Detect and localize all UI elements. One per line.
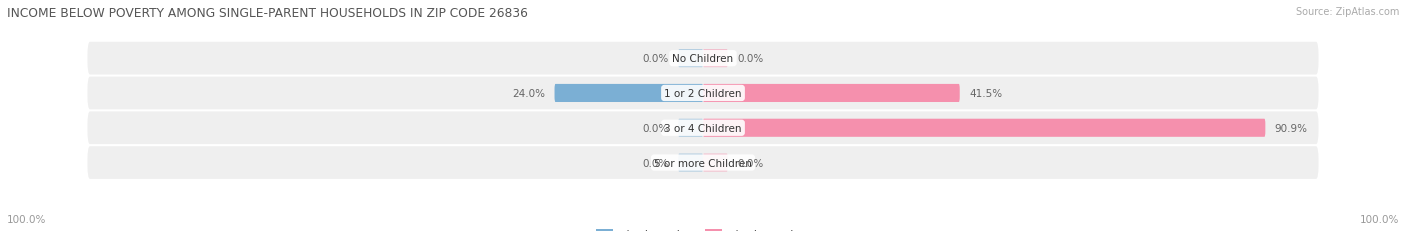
- FancyBboxPatch shape: [87, 112, 1319, 145]
- FancyBboxPatch shape: [678, 50, 703, 68]
- FancyBboxPatch shape: [554, 85, 703, 103]
- Legend: Single Father, Single Mother: Single Father, Single Mother: [592, 224, 814, 231]
- Text: 0.0%: 0.0%: [643, 54, 669, 64]
- Text: 0.0%: 0.0%: [643, 158, 669, 168]
- Text: 0.0%: 0.0%: [643, 123, 669, 133]
- Text: 24.0%: 24.0%: [512, 88, 546, 99]
- Text: 0.0%: 0.0%: [737, 158, 763, 168]
- Text: Source: ZipAtlas.com: Source: ZipAtlas.com: [1295, 7, 1399, 17]
- FancyBboxPatch shape: [87, 77, 1319, 110]
- FancyBboxPatch shape: [678, 119, 703, 137]
- Text: 5 or more Children: 5 or more Children: [654, 158, 752, 168]
- Text: 100.0%: 100.0%: [1360, 214, 1399, 224]
- FancyBboxPatch shape: [87, 43, 1319, 75]
- FancyBboxPatch shape: [703, 50, 728, 68]
- FancyBboxPatch shape: [703, 85, 960, 103]
- FancyBboxPatch shape: [87, 147, 1319, 179]
- Text: 1 or 2 Children: 1 or 2 Children: [664, 88, 742, 99]
- Text: 41.5%: 41.5%: [969, 88, 1002, 99]
- FancyBboxPatch shape: [703, 154, 728, 172]
- Text: 0.0%: 0.0%: [737, 54, 763, 64]
- Text: 100.0%: 100.0%: [7, 214, 46, 224]
- Text: No Children: No Children: [672, 54, 734, 64]
- Text: INCOME BELOW POVERTY AMONG SINGLE-PARENT HOUSEHOLDS IN ZIP CODE 26836: INCOME BELOW POVERTY AMONG SINGLE-PARENT…: [7, 7, 527, 20]
- FancyBboxPatch shape: [703, 119, 1265, 137]
- Text: 3 or 4 Children: 3 or 4 Children: [664, 123, 742, 133]
- Text: 90.9%: 90.9%: [1275, 123, 1308, 133]
- FancyBboxPatch shape: [678, 154, 703, 172]
